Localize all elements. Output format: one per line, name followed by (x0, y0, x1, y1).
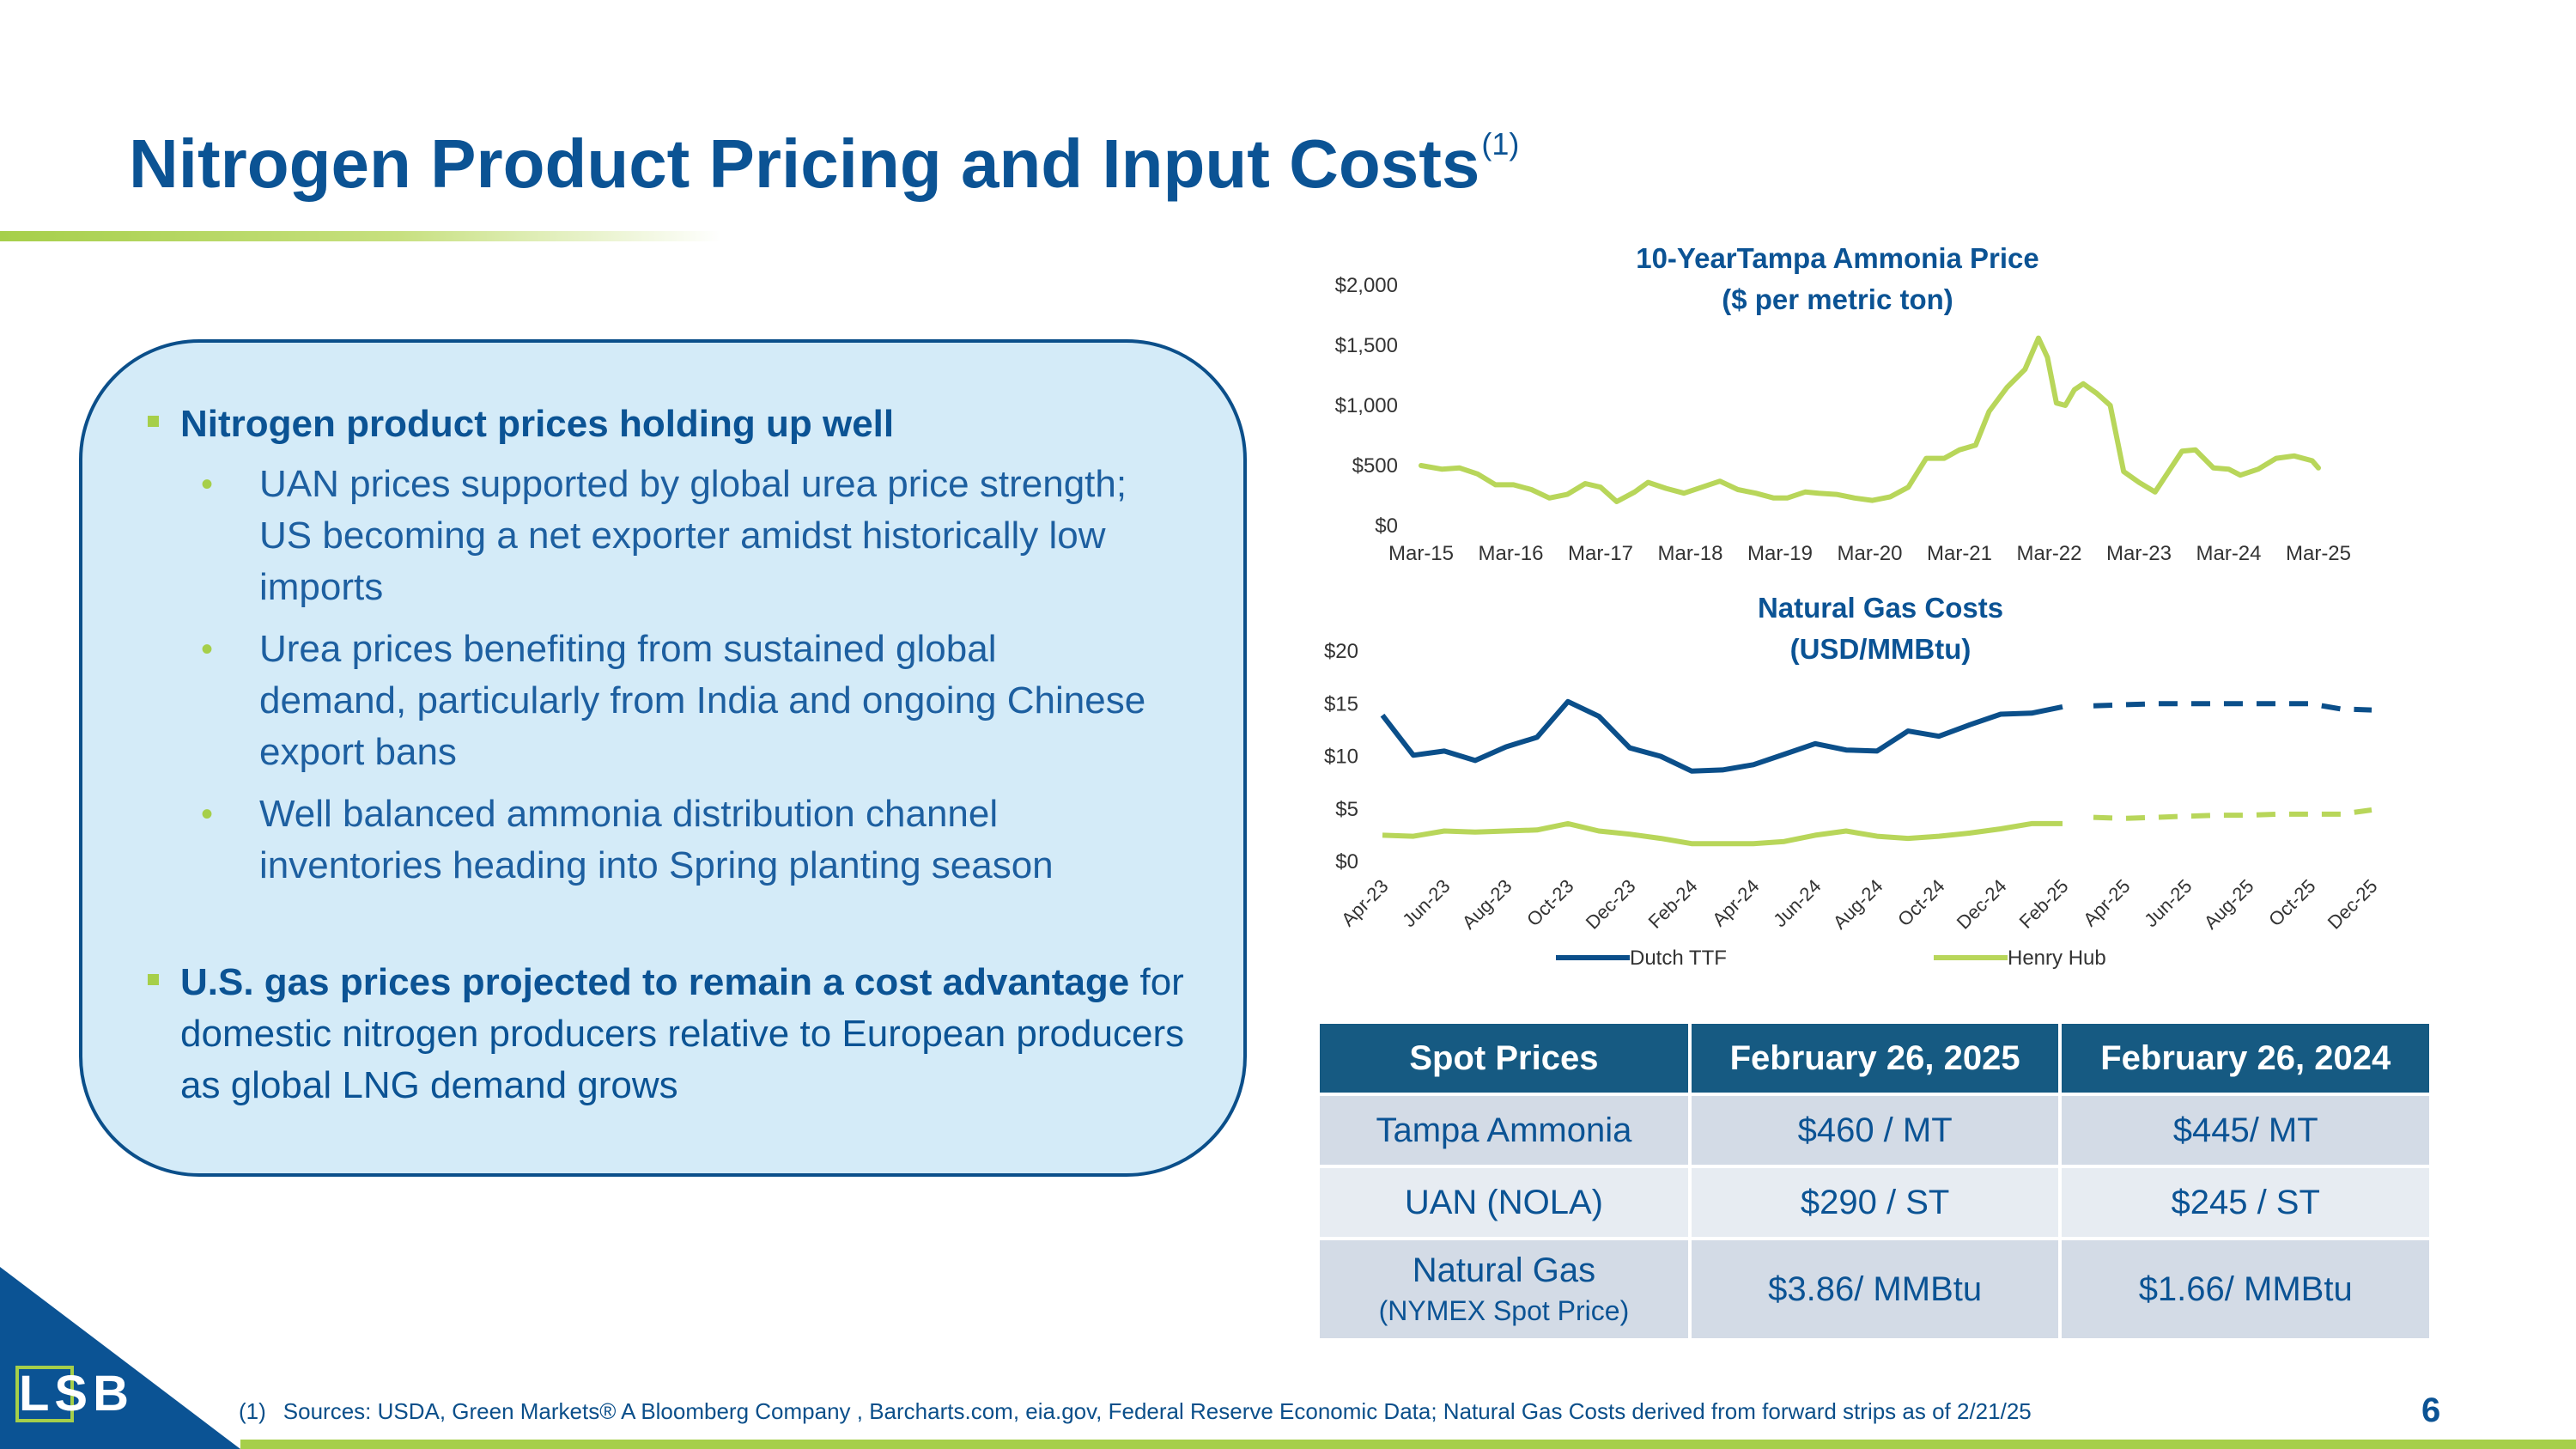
x-tick-label: Dec-23 (1582, 875, 1640, 934)
x-tick-label: Mar-20 (1837, 542, 1902, 565)
x-tick-label: Apr-24 (1708, 875, 1763, 930)
x-tick-label: Mar-24 (2196, 542, 2261, 565)
table-cell: $445/ MT (2062, 1096, 2429, 1165)
series-line-tampa-ammonia (1419, 335, 2321, 504)
footnote-text: Sources: USDA, Green Markets® A Bloomber… (283, 1398, 2032, 1424)
row-sublabel: (NYMEX Spot Price) (1378, 1295, 1630, 1326)
bullet-heading: U.S. gas prices projected to remain a co… (180, 961, 1130, 1003)
x-tick-label: Mar-17 (1568, 542, 1633, 565)
ammonia-chart-subtitle: ($ per metric ton) (1722, 283, 1953, 315)
y-tick-label: $0 (1335, 850, 1358, 874)
page-title: Nitrogen Product Pricing and Input Costs… (129, 129, 1519, 198)
forecast-line-henry-hub (2093, 807, 2372, 821)
sub-bullet-item: • UAN prices supported by global urea pr… (201, 459, 1152, 613)
x-tick-label: Jun-24 (1769, 875, 1825, 931)
x-tick-label: Mar-21 (1927, 542, 1992, 565)
footnote-number: (1) (239, 1398, 266, 1424)
x-tick-label: Dec-24 (1953, 875, 2011, 934)
gas-chart-title: Natural Gas Costs (1757, 592, 2004, 624)
series-line-henry-hub (1382, 820, 2063, 847)
x-tick-label: Jun-23 (1398, 875, 1454, 931)
table-cell: UAN (NOLA) (1320, 1168, 1688, 1237)
dot-bullet-icon: • (201, 795, 214, 833)
page-number: 6 (2421, 1391, 2441, 1429)
x-tick-label: Mar-16 (1478, 542, 1543, 565)
forecast-line-dutch-ttf (2093, 701, 2372, 713)
table-cell: Tampa Ammonia (1320, 1096, 1688, 1165)
bullet-item: U.S. gas prices projected to remain a co… (148, 957, 1194, 1111)
square-bullet-icon (148, 974, 159, 985)
table-cell: $245 / ST (2062, 1168, 2429, 1237)
y-tick-label: $15 (1324, 692, 1358, 715)
x-tick-label: Jun-25 (2140, 875, 2196, 931)
y-tick-label: $1,500 (1335, 334, 1398, 357)
x-tick-label: Mar-25 (2286, 542, 2351, 565)
y-tick-label: $0 (1375, 514, 1398, 538)
y-tick-label: $5 (1335, 798, 1358, 821)
spot-prices-table: Spot Prices February 26, 2025 February 2… (1316, 1020, 2433, 1342)
table-header-row: Spot Prices February 26, 2025 February 2… (1320, 1024, 2429, 1093)
bullet-heading: Nitrogen product prices holding up well (180, 403, 895, 445)
bullet-body: for domestic nitrogen producers relative… (180, 961, 1185, 1106)
column-header: February 26, 2025 (1691, 1024, 2059, 1093)
legend-label-henry-hub: Henry Hub (2008, 947, 2106, 970)
x-tick-label: Aug-23 (1458, 875, 1516, 934)
logo-frame (15, 1366, 74, 1422)
x-tick-label: Feb-24 (1644, 875, 1702, 933)
table-row: Tampa Ammonia $460 / MT $445/ MT (1320, 1096, 2429, 1165)
y-tick-label: $1,000 (1335, 394, 1398, 417)
table-row: Natural Gas (NYMEX Spot Price) $3.86/ MM… (1320, 1240, 2429, 1338)
series-line-dutch-ttf (1380, 698, 2063, 774)
title-footnote-ref: (1) (1481, 126, 1520, 161)
sub-bullet-text: Urea prices benefiting from sustained gl… (259, 628, 1146, 773)
table-cell: $460 / MT (1691, 1096, 2059, 1165)
x-tick-label: Mar-18 (1657, 542, 1722, 565)
company-logo: LSB (19, 1366, 134, 1422)
sub-bullet-text: UAN prices supported by global urea pric… (259, 463, 1127, 608)
table-row: UAN (NOLA) $290 / ST $245 / ST (1320, 1168, 2429, 1237)
x-tick-label: Feb-25 (2015, 875, 2073, 933)
column-header: Spot Prices (1320, 1024, 1688, 1093)
x-tick-label: Aug-25 (2200, 875, 2258, 934)
x-tick-label: Mar-15 (1388, 542, 1454, 565)
y-tick-label: $500 (1352, 454, 1398, 478)
x-tick-label: Mar-19 (1747, 542, 1813, 565)
row-label: Natural Gas (1412, 1251, 1596, 1289)
sub-bullet-item: • Well balanced ammonia distribution cha… (201, 788, 1152, 892)
x-tick-label: Dec-25 (2324, 875, 2382, 934)
legend-label-dutch-ttf: Dutch TTF (1630, 947, 1727, 970)
x-tick-label: Aug-24 (1829, 875, 1887, 934)
title-underline (0, 231, 721, 241)
title-text: Nitrogen Product Pricing and Input Costs (129, 125, 1480, 202)
bullet-item: Nitrogen product prices holding up well (148, 399, 1194, 450)
table-cell: Natural Gas (NYMEX Spot Price) (1320, 1240, 1688, 1338)
sub-bullet-text: Well balanced ammonia distribution chann… (259, 793, 1054, 886)
footnote: (1) Sources: USDA, Green Markets® A Bloom… (239, 1398, 2032, 1425)
table-cell: $1.66/ MMBtu (2062, 1240, 2429, 1338)
column-header: February 26, 2024 (2062, 1024, 2429, 1093)
footer-rule (240, 1440, 2576, 1449)
x-tick-label: Apr-25 (2079, 875, 2134, 930)
x-tick-label: Oct-23 (1522, 875, 1577, 930)
dot-bullet-icon: • (201, 630, 214, 668)
y-tick-label: $10 (1324, 746, 1358, 769)
square-bullet-icon (148, 416, 159, 427)
table-cell: $3.86/ MMBtu (1691, 1240, 2059, 1338)
ammonia-price-chart: $0 $500 $1,000 $1,500 $2,000 Mar-15 Mar-16 Mar-… (1335, 274, 2351, 565)
x-tick-label: Mar-22 (2016, 542, 2081, 565)
y-tick-label: $2,000 (1335, 274, 1398, 297)
x-tick-label: Oct-25 (2264, 875, 2319, 930)
table-cell: $290 / ST (1691, 1168, 2059, 1237)
x-tick-label: Apr-23 (1337, 875, 1392, 930)
sub-bullet-item: • Urea prices benefiting from sustained … (201, 624, 1152, 778)
y-tick-label: $20 (1324, 640, 1358, 663)
dot-bullet-icon: • (201, 466, 214, 503)
logo-triangle (0, 1267, 240, 1449)
ammonia-chart-title: 10-YearTampa Ammonia Price (1636, 242, 2039, 274)
x-tick-label: Oct-24 (1893, 875, 1948, 930)
key-points-panel: Nitrogen product prices holding up well … (79, 339, 1247, 1177)
gas-chart-subtitle: (USD/MMBtu) (1789, 633, 1971, 665)
x-tick-label: Mar-23 (2106, 542, 2172, 565)
